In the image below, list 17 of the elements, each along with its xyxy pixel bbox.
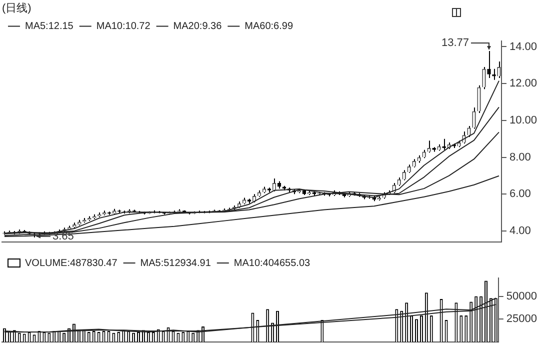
annotation: 13.77 <box>441 36 469 49</box>
y-tick-label: 4.00 <box>509 224 531 237</box>
legend-label: MA10:10.72 <box>96 20 151 32</box>
legend-label: MA5:512934.91 <box>140 258 212 269</box>
y-tick-label: 25000 <box>506 313 538 326</box>
y-tick-label: 50000 <box>506 290 538 302</box>
legend-label: MA20:9.36 <box>173 20 222 32</box>
chart-title: (日线) <box>2 2 32 15</box>
legend-label: MA5:12.15 <box>25 20 74 32</box>
legend-label: VOLUME:487830.47 <box>25 258 118 269</box>
legend-label: MA10:404655.03 <box>234 258 310 269</box>
y-tick-label: 12.00 <box>509 78 538 90</box>
y-tick-label: 14.00 <box>509 40 538 53</box>
legend-label: MA60:6.99 <box>244 20 294 32</box>
y-tick-label: 10.00 <box>509 114 538 126</box>
y-tick-label: 6.00 <box>509 188 531 200</box>
y-tick-label: 8.00 <box>509 151 531 164</box>
